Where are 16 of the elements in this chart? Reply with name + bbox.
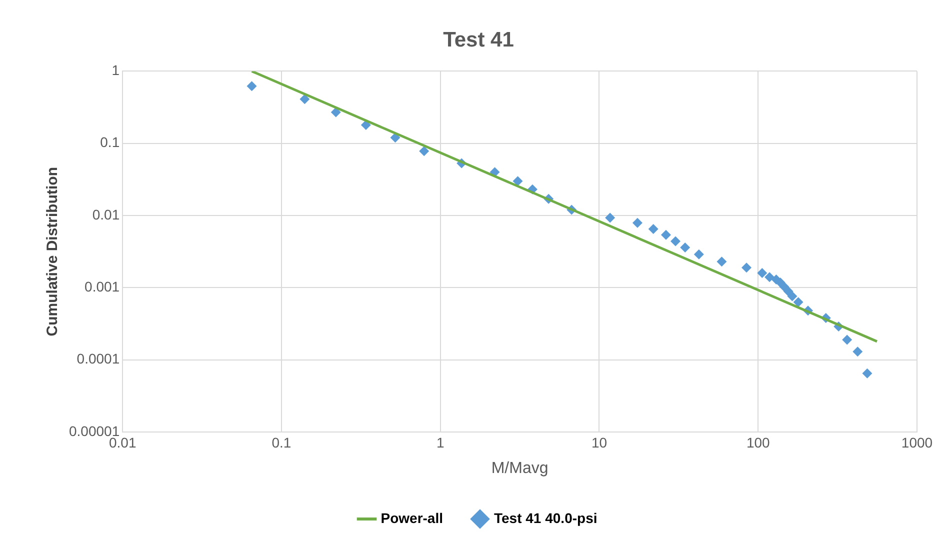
y-axis-title: Cumulative Distribution bbox=[44, 167, 62, 336]
y-tick-label: 0.1 bbox=[100, 134, 120, 150]
x-tick-label: 10 bbox=[591, 434, 608, 450]
x-axis-title: M/Mavg bbox=[491, 460, 548, 477]
y-tick-label: 0.01 bbox=[92, 206, 120, 222]
y-tick-label: 1 bbox=[112, 62, 120, 78]
y-tick-label: 0.0001 bbox=[76, 350, 120, 367]
legend-label: Power-all bbox=[380, 510, 444, 526]
legend-label: Test 41 40.0-psi bbox=[494, 510, 598, 526]
x-tick-label: 0.1 bbox=[272, 434, 292, 450]
y-tick-label: 0.00001 bbox=[68, 422, 120, 439]
y-tick-label: 0.001 bbox=[84, 278, 120, 295]
x-tick-label: 100 bbox=[746, 434, 770, 450]
x-tick-label: 1000 bbox=[901, 434, 933, 450]
chart-title: Test 41 bbox=[443, 28, 514, 52]
x-tick-label: 1 bbox=[436, 434, 444, 450]
